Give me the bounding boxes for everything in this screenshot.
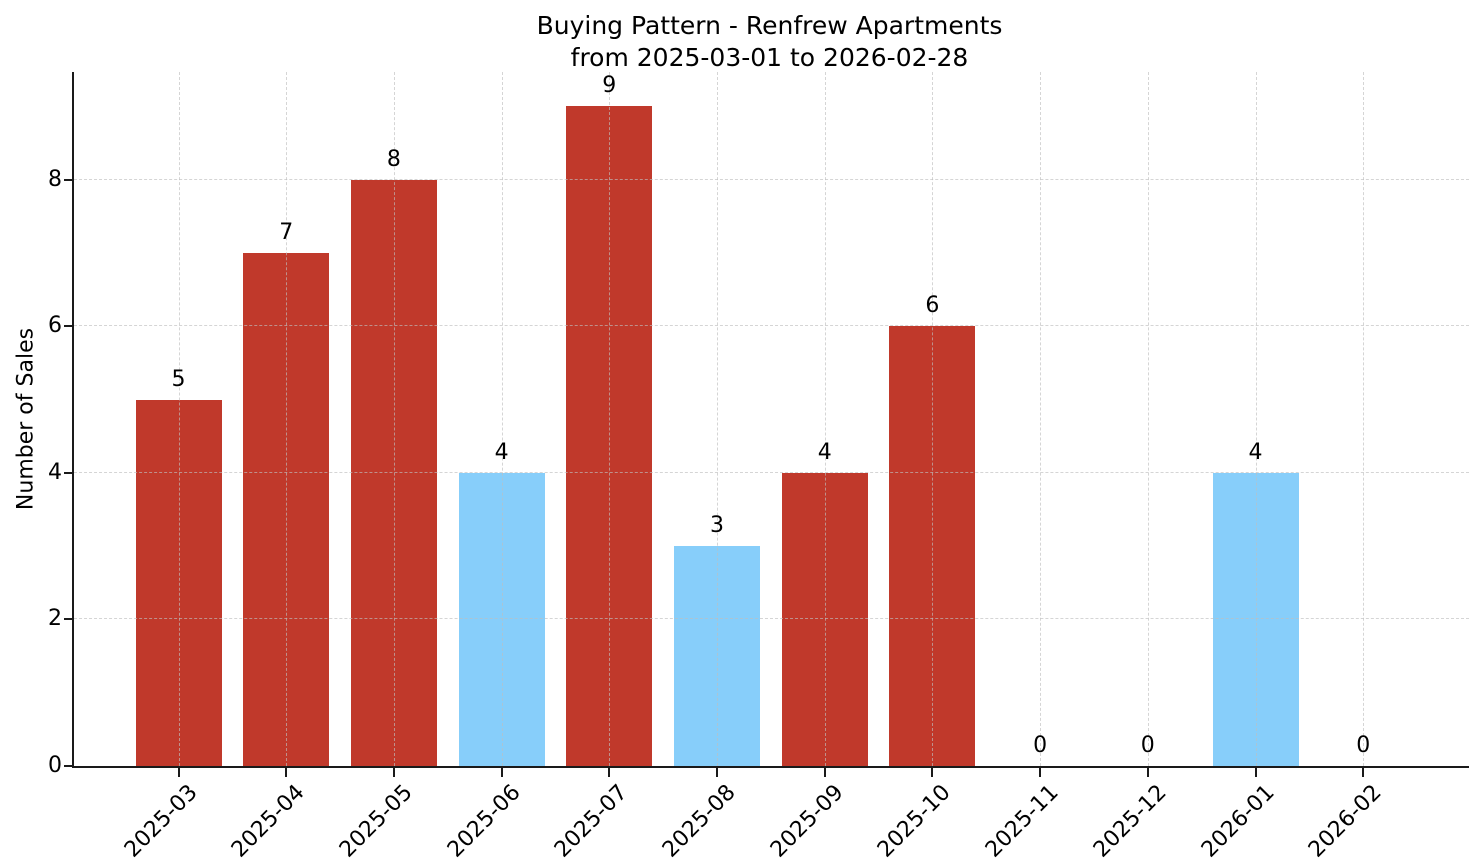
chart-subtitle: from 2025-03-01 to 2026-02-28 — [570, 43, 969, 72]
x-tick-mark — [1146, 768, 1149, 777]
x-tick-mark — [608, 768, 611, 777]
gridline-horizontal — [74, 618, 1469, 620]
x-tick-mark — [1039, 768, 1042, 777]
bar-value-label: 4 — [1248, 439, 1263, 465]
x-tick-mark — [716, 768, 718, 777]
bar-value-label: 6 — [925, 293, 940, 319]
chart-title-block: Buying Pattern - Renfrew Apartments from… — [72, 10, 1467, 74]
gridline-vertical — [178, 72, 180, 766]
x-tick-mark — [1362, 768, 1365, 777]
gridline-vertical — [501, 72, 503, 766]
x-tick-label-2026-01: 2026-01 — [1196, 780, 1280, 863]
gridline-vertical — [393, 72, 395, 766]
bar-value-label: 8 — [386, 146, 401, 172]
bar-value-label: 4 — [494, 439, 509, 465]
bar-value-label: 0 — [1033, 733, 1048, 758]
x-tick-mark — [1254, 768, 1257, 777]
x-tick-label-2025-10: 2025-10 — [873, 780, 957, 863]
gridline-vertical — [1363, 72, 1365, 766]
y-tick-mark — [64, 178, 74, 181]
gridline-horizontal — [74, 178, 1469, 180]
chart-title: Buying Pattern - Renfrew Apartments — [536, 11, 1003, 40]
gridline-vertical — [824, 72, 826, 766]
y-tick-label: 0 — [48, 753, 62, 778]
gridline-vertical — [1255, 72, 1257, 766]
x-tick-mark — [392, 768, 395, 777]
x-tick-label-2025-12: 2025-12 — [1088, 780, 1172, 863]
bar-value-label: 3 — [710, 513, 724, 539]
x-tick-label-2025-03: 2025-03 — [119, 780, 203, 863]
x-tick-mark — [285, 768, 288, 777]
bar-value-label: 5 — [171, 366, 186, 392]
y-tick-mark — [64, 618, 74, 621]
y-tick-mark — [64, 325, 74, 328]
gridline-horizontal — [74, 471, 1469, 473]
x-tick-label-2026-02: 2026-02 — [1304, 780, 1387, 863]
gridline-vertical — [932, 72, 934, 766]
y-tick-mark — [64, 765, 74, 767]
x-tick-label-2025-08: 2025-08 — [658, 780, 741, 863]
gridline-horizontal — [74, 325, 1469, 327]
bar-value-label: 0 — [1356, 733, 1371, 758]
bar-value-label: 9 — [602, 73, 617, 99]
x-tick-label-2025-11: 2025-11 — [981, 780, 1064, 863]
plot-area: 0 2 4 6 8 2025-03 2025-04 2025-05 2025-06 2025-07… — [48, 72, 1469, 863]
x-tick-mark — [177, 768, 180, 777]
y-tick-label: 4 — [48, 459, 62, 485]
y-tick-mark — [64, 471, 74, 474]
y-tick-label: 8 — [48, 166, 62, 192]
gridline-vertical — [609, 72, 611, 766]
x-tick-label-2025-07: 2025-07 — [550, 780, 633, 863]
bar-value-label: 4 — [817, 439, 832, 465]
gridline-vertical — [286, 72, 288, 766]
x-tick-label-2025-06: 2025-06 — [442, 780, 526, 863]
gridline-vertical — [1040, 72, 1042, 766]
x-tick-label-2025-04: 2025-04 — [227, 780, 310, 863]
x-tick-mark — [500, 768, 503, 777]
gridline-vertical — [1147, 72, 1149, 766]
gridline-vertical — [717, 72, 718, 766]
bar-value-label: 7 — [279, 220, 294, 246]
x-tick-mark — [931, 768, 934, 777]
x-tick-mark — [823, 768, 826, 777]
bar-value-label: 0 — [1140, 733, 1155, 758]
y-tick-label: 6 — [48, 313, 62, 339]
x-tick-label-2025-09: 2025-09 — [765, 780, 849, 863]
y-tick-label: 2 — [48, 606, 62, 632]
x-tick-label-2025-05: 2025-05 — [334, 780, 418, 863]
